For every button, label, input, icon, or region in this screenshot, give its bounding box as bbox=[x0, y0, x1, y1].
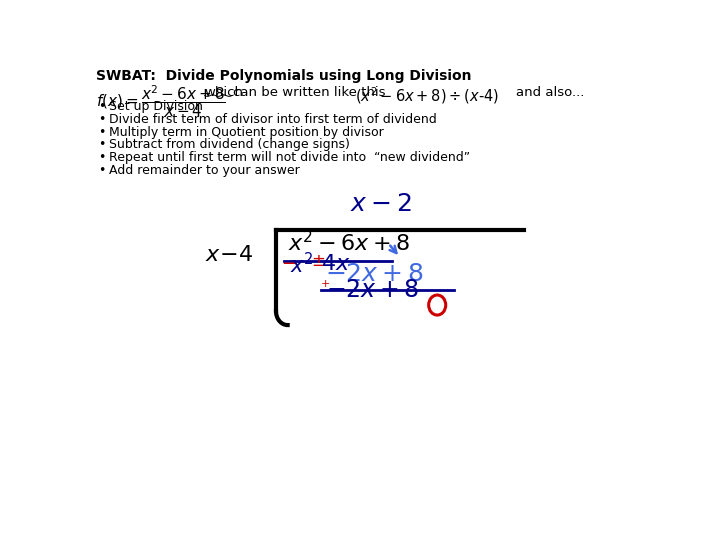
Text: Add remainder to your answer: Add remainder to your answer bbox=[109, 164, 300, 177]
Text: Repeat until first term will not divide into  “new dividend”: Repeat until first term will not divide … bbox=[109, 151, 469, 164]
Text: $x^2$: $x^2$ bbox=[290, 252, 314, 277]
Text: •: • bbox=[98, 126, 105, 139]
Text: •: • bbox=[98, 113, 105, 126]
Text: $+$: $+$ bbox=[320, 278, 330, 289]
Text: can be written like this: can be written like this bbox=[233, 85, 386, 99]
Text: $x\!-\!4$: $x\!-\!4$ bbox=[204, 244, 253, 266]
Text: Divide first term of divisor into first term of dividend: Divide first term of divisor into first … bbox=[109, 113, 436, 126]
Text: $-2x+8$: $-2x+8$ bbox=[325, 262, 423, 286]
Text: $\pm$: $\pm$ bbox=[311, 252, 325, 270]
Text: $x^2 - 6x + 8$: $x^2 - 6x + 8$ bbox=[287, 231, 410, 256]
Text: Multiply term in Quotient position by divisor: Multiply term in Quotient position by di… bbox=[109, 126, 383, 139]
Text: SWBAT:  Divide Polynomials using Long Division: SWBAT: Divide Polynomials using Long Div… bbox=[96, 69, 472, 83]
Text: $(x^2 - 6x + 8) \div(x\text{-}4)$: $(x^2 - 6x + 8) \div(x\text{-}4)$ bbox=[355, 85, 499, 106]
Text: •: • bbox=[98, 100, 105, 113]
Text: •: • bbox=[98, 151, 105, 164]
Text: Set up Division: Set up Division bbox=[109, 100, 202, 113]
Text: which: which bbox=[204, 85, 243, 99]
Text: $-2x+8$: $-2x+8$ bbox=[326, 279, 420, 302]
Text: $f(x) = \dfrac{x^2-6x+8}{x-4}$: $f(x) = \dfrac{x^2-6x+8}{x-4}$ bbox=[96, 83, 226, 119]
Text: $x - 2$: $x - 2$ bbox=[350, 193, 411, 217]
Text: and also...: and also... bbox=[516, 85, 585, 99]
Text: •: • bbox=[98, 138, 105, 151]
Text: $-$: $-$ bbox=[282, 253, 297, 271]
Text: $4x$: $4x$ bbox=[321, 253, 351, 275]
Text: •: • bbox=[98, 164, 105, 177]
Text: Subtract from dividend (change signs): Subtract from dividend (change signs) bbox=[109, 138, 349, 151]
